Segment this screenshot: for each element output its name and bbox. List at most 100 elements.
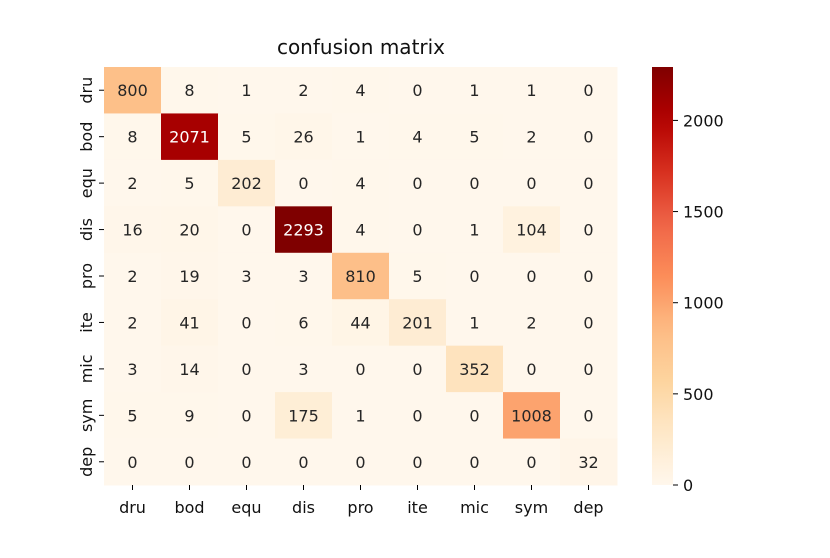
heatmap-cell-6-2 bbox=[218, 345, 276, 393]
cell-value-7-4: 1 bbox=[355, 406, 365, 425]
heatmap-cell-1-6 bbox=[446, 113, 504, 161]
cell-value-0-6: 1 bbox=[469, 81, 479, 100]
cell-value-8-5: 0 bbox=[412, 453, 422, 472]
heatmap-cell-1-8 bbox=[560, 113, 618, 161]
heatmap-cell-5-1 bbox=[161, 299, 219, 347]
heatmap-cell-4-5 bbox=[389, 252, 447, 300]
cell-value-3-1: 20 bbox=[179, 221, 199, 240]
cell-value-4-8: 0 bbox=[583, 267, 593, 286]
heatmap-cell-4-0 bbox=[104, 252, 162, 300]
heatmap-cell-0-0 bbox=[104, 67, 162, 114]
heatmap-cell-8-7 bbox=[503, 438, 561, 486]
colorbar-tick-label-4: 2000 bbox=[683, 111, 724, 130]
colorbar-tick-label-3: 1500 bbox=[683, 203, 724, 222]
heatmap-cell-8-0 bbox=[104, 438, 162, 486]
cell-value-8-4: 0 bbox=[355, 453, 365, 472]
cell-value-7-2: 0 bbox=[241, 406, 251, 425]
heatmap-cell-0-1 bbox=[161, 67, 219, 114]
cell-value-0-5: 0 bbox=[412, 81, 422, 100]
heatmap-cell-0-8 bbox=[560, 67, 618, 114]
heatmap-cell-6-4 bbox=[332, 345, 390, 393]
cell-value-2-8: 0 bbox=[583, 174, 593, 193]
heatmap-cell-4-1 bbox=[161, 252, 219, 300]
cell-value-3-5: 0 bbox=[412, 221, 422, 240]
cell-value-5-3: 6 bbox=[298, 313, 308, 332]
colorbar-tick-label-1: 500 bbox=[683, 385, 714, 404]
cell-value-7-5: 0 bbox=[412, 406, 422, 425]
cell-value-6-8: 0 bbox=[583, 360, 593, 379]
heatmap-cell-4-4 bbox=[332, 252, 390, 300]
heatmap-cell-4-3 bbox=[275, 252, 333, 300]
heatmap-cell-8-4 bbox=[332, 438, 390, 486]
colorbar-gradient bbox=[652, 67, 673, 485]
cell-value-5-5: 201 bbox=[402, 313, 433, 332]
heatmap-cell-5-2 bbox=[218, 299, 276, 347]
heatmap-cell-8-6 bbox=[446, 438, 504, 486]
cell-value-7-7: 1008 bbox=[511, 406, 552, 425]
heatmap-cell-8-1 bbox=[161, 438, 219, 486]
heatmap-cell-5-4 bbox=[332, 299, 390, 347]
heatmap-cell-3-1 bbox=[161, 206, 219, 254]
cell-value-1-2: 5 bbox=[241, 128, 251, 147]
y-tick-label-3: dis bbox=[77, 218, 96, 241]
cell-value-7-6: 0 bbox=[469, 406, 479, 425]
x-tick-label-3: dis bbox=[292, 498, 315, 517]
colorbar: 0 500 1000 1500 2000 bbox=[652, 67, 724, 495]
cell-value-6-5: 0 bbox=[412, 360, 422, 379]
colorbar-tick-label-2: 1000 bbox=[683, 294, 724, 313]
heatmap-cell-3-2 bbox=[218, 206, 276, 254]
cell-value-0-3: 2 bbox=[298, 81, 308, 100]
heatmap-cell-7-7 bbox=[503, 392, 561, 440]
heatmap-cell-0-4 bbox=[332, 67, 390, 114]
heatmap-cell-1-4 bbox=[332, 113, 390, 161]
heatmap-cell-1-5 bbox=[389, 113, 447, 161]
heatmap-cell-5-3 bbox=[275, 299, 333, 347]
cell-value-1-4: 1 bbox=[355, 128, 365, 147]
cell-value-1-8: 0 bbox=[583, 128, 593, 147]
cell-value-3-4: 4 bbox=[355, 221, 365, 240]
cell-value-2-6: 0 bbox=[469, 174, 479, 193]
cell-value-6-0: 3 bbox=[127, 360, 137, 379]
y-tick-label-0: dru bbox=[77, 77, 96, 104]
cell-value-7-0: 5 bbox=[127, 406, 137, 425]
x-tick-label-1: bod bbox=[174, 498, 204, 517]
heatmap-cell-4-6 bbox=[446, 252, 504, 300]
heatmap-cell-2-0 bbox=[104, 159, 162, 207]
heatmap-cell-7-3 bbox=[275, 392, 333, 440]
cell-value-8-1: 0 bbox=[184, 453, 194, 472]
cell-value-4-4: 810 bbox=[345, 267, 376, 286]
cell-value-0-2: 1 bbox=[241, 81, 251, 100]
cell-value-2-7: 0 bbox=[526, 174, 536, 193]
heatmap-cell-7-4 bbox=[332, 392, 390, 440]
y-tick-label-4: pro bbox=[77, 263, 96, 289]
y-tick-label-6: mic bbox=[77, 354, 96, 383]
cell-value-2-1: 5 bbox=[184, 174, 194, 193]
x-tick-label-4: pro bbox=[347, 498, 373, 517]
cell-value-3-0: 16 bbox=[122, 221, 142, 240]
cell-value-4-2: 3 bbox=[241, 267, 251, 286]
cell-value-2-2: 202 bbox=[231, 174, 262, 193]
heatmap-cell-3-3 bbox=[275, 206, 333, 254]
cell-value-2-3: 0 bbox=[298, 174, 308, 193]
heatmap-cell-5-7 bbox=[503, 299, 561, 347]
cell-value-1-7: 2 bbox=[526, 128, 536, 147]
heatmap-cell-7-1 bbox=[161, 392, 219, 440]
cell-value-8-0: 0 bbox=[127, 453, 137, 472]
cell-value-8-3: 0 bbox=[298, 453, 308, 472]
cell-value-0-1: 8 bbox=[184, 81, 194, 100]
cell-value-6-7: 0 bbox=[526, 360, 536, 379]
y-tick-label-7: sym bbox=[77, 399, 96, 432]
heatmap-cell-1-0 bbox=[104, 113, 162, 161]
cell-value-7-8: 0 bbox=[583, 406, 593, 425]
heatmap-cell-2-2 bbox=[218, 159, 276, 207]
heatmap-cell-4-7 bbox=[503, 252, 561, 300]
heatmap-cell-0-3 bbox=[275, 67, 333, 114]
heatmap-cell-1-3 bbox=[275, 113, 333, 161]
heatmap-cell-3-4 bbox=[332, 206, 390, 254]
heatmap-cell-2-5 bbox=[389, 159, 447, 207]
heatmap-cell-8-5 bbox=[389, 438, 447, 486]
heatmap-cell-7-0 bbox=[104, 392, 162, 440]
heatmap-cell-3-6 bbox=[446, 206, 504, 254]
